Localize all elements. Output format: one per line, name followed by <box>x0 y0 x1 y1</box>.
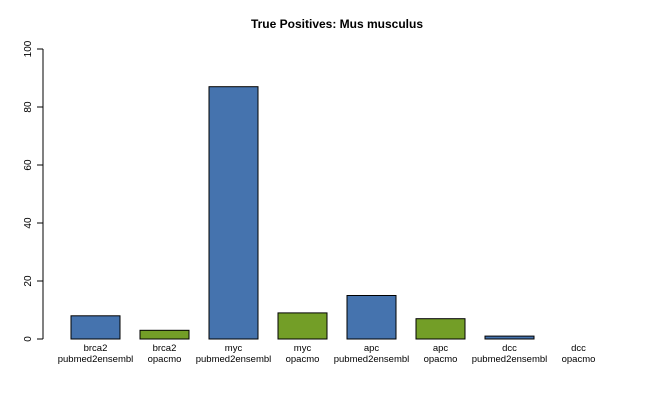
y-tick-label: 40 <box>23 217 34 229</box>
x-tick-label-source: pubmed2ensembl <box>196 354 272 365</box>
y-tick-label: 100 <box>23 40 34 57</box>
x-tick-label-source: opacmo <box>424 354 458 365</box>
bar <box>139 329 190 340</box>
x-tick-label-gene: brca2 <box>153 343 177 354</box>
x-tick-label-gene: myc <box>294 343 312 354</box>
x-tick-label-source: pubmed2ensembl <box>58 354 134 365</box>
x-tick-label-gene: myc <box>225 343 243 354</box>
y-axis: 0 20 40 60 80 100 <box>23 40 44 342</box>
y-tick-label: 20 <box>23 275 34 287</box>
x-tick-label-gene: apc <box>364 343 380 354</box>
x-tick-label-source: opacmo <box>148 354 182 365</box>
bar <box>415 318 466 340</box>
x-tick-label-gene: dcc <box>571 343 586 354</box>
y-tick-label: 60 <box>23 159 34 171</box>
x-tick-label-source: pubmed2ensembl <box>334 354 410 365</box>
x-tick-label-source: pubmed2ensembl <box>472 354 548 365</box>
bar <box>484 335 535 340</box>
bar <box>70 315 121 340</box>
x-tick-label-gene: brca2 <box>84 343 108 354</box>
bar <box>346 295 397 340</box>
x-tick-label-source: opacmo <box>562 354 596 365</box>
bars <box>70 86 535 340</box>
x-tick-label-gene: dcc <box>502 343 517 354</box>
bar <box>277 312 328 340</box>
chart-title: True Positives: Mus musculus <box>251 17 423 31</box>
x-tick-label-source: opacmo <box>286 354 320 365</box>
x-tick-label-gene: apc <box>433 343 449 354</box>
bar <box>208 86 259 340</box>
y-tick-label: 0 <box>23 336 34 342</box>
y-tick-label: 80 <box>23 101 34 113</box>
x-axis-labels: brca2pubmed2ensemblbrca2opacmomycpubmed2… <box>58 343 596 365</box>
